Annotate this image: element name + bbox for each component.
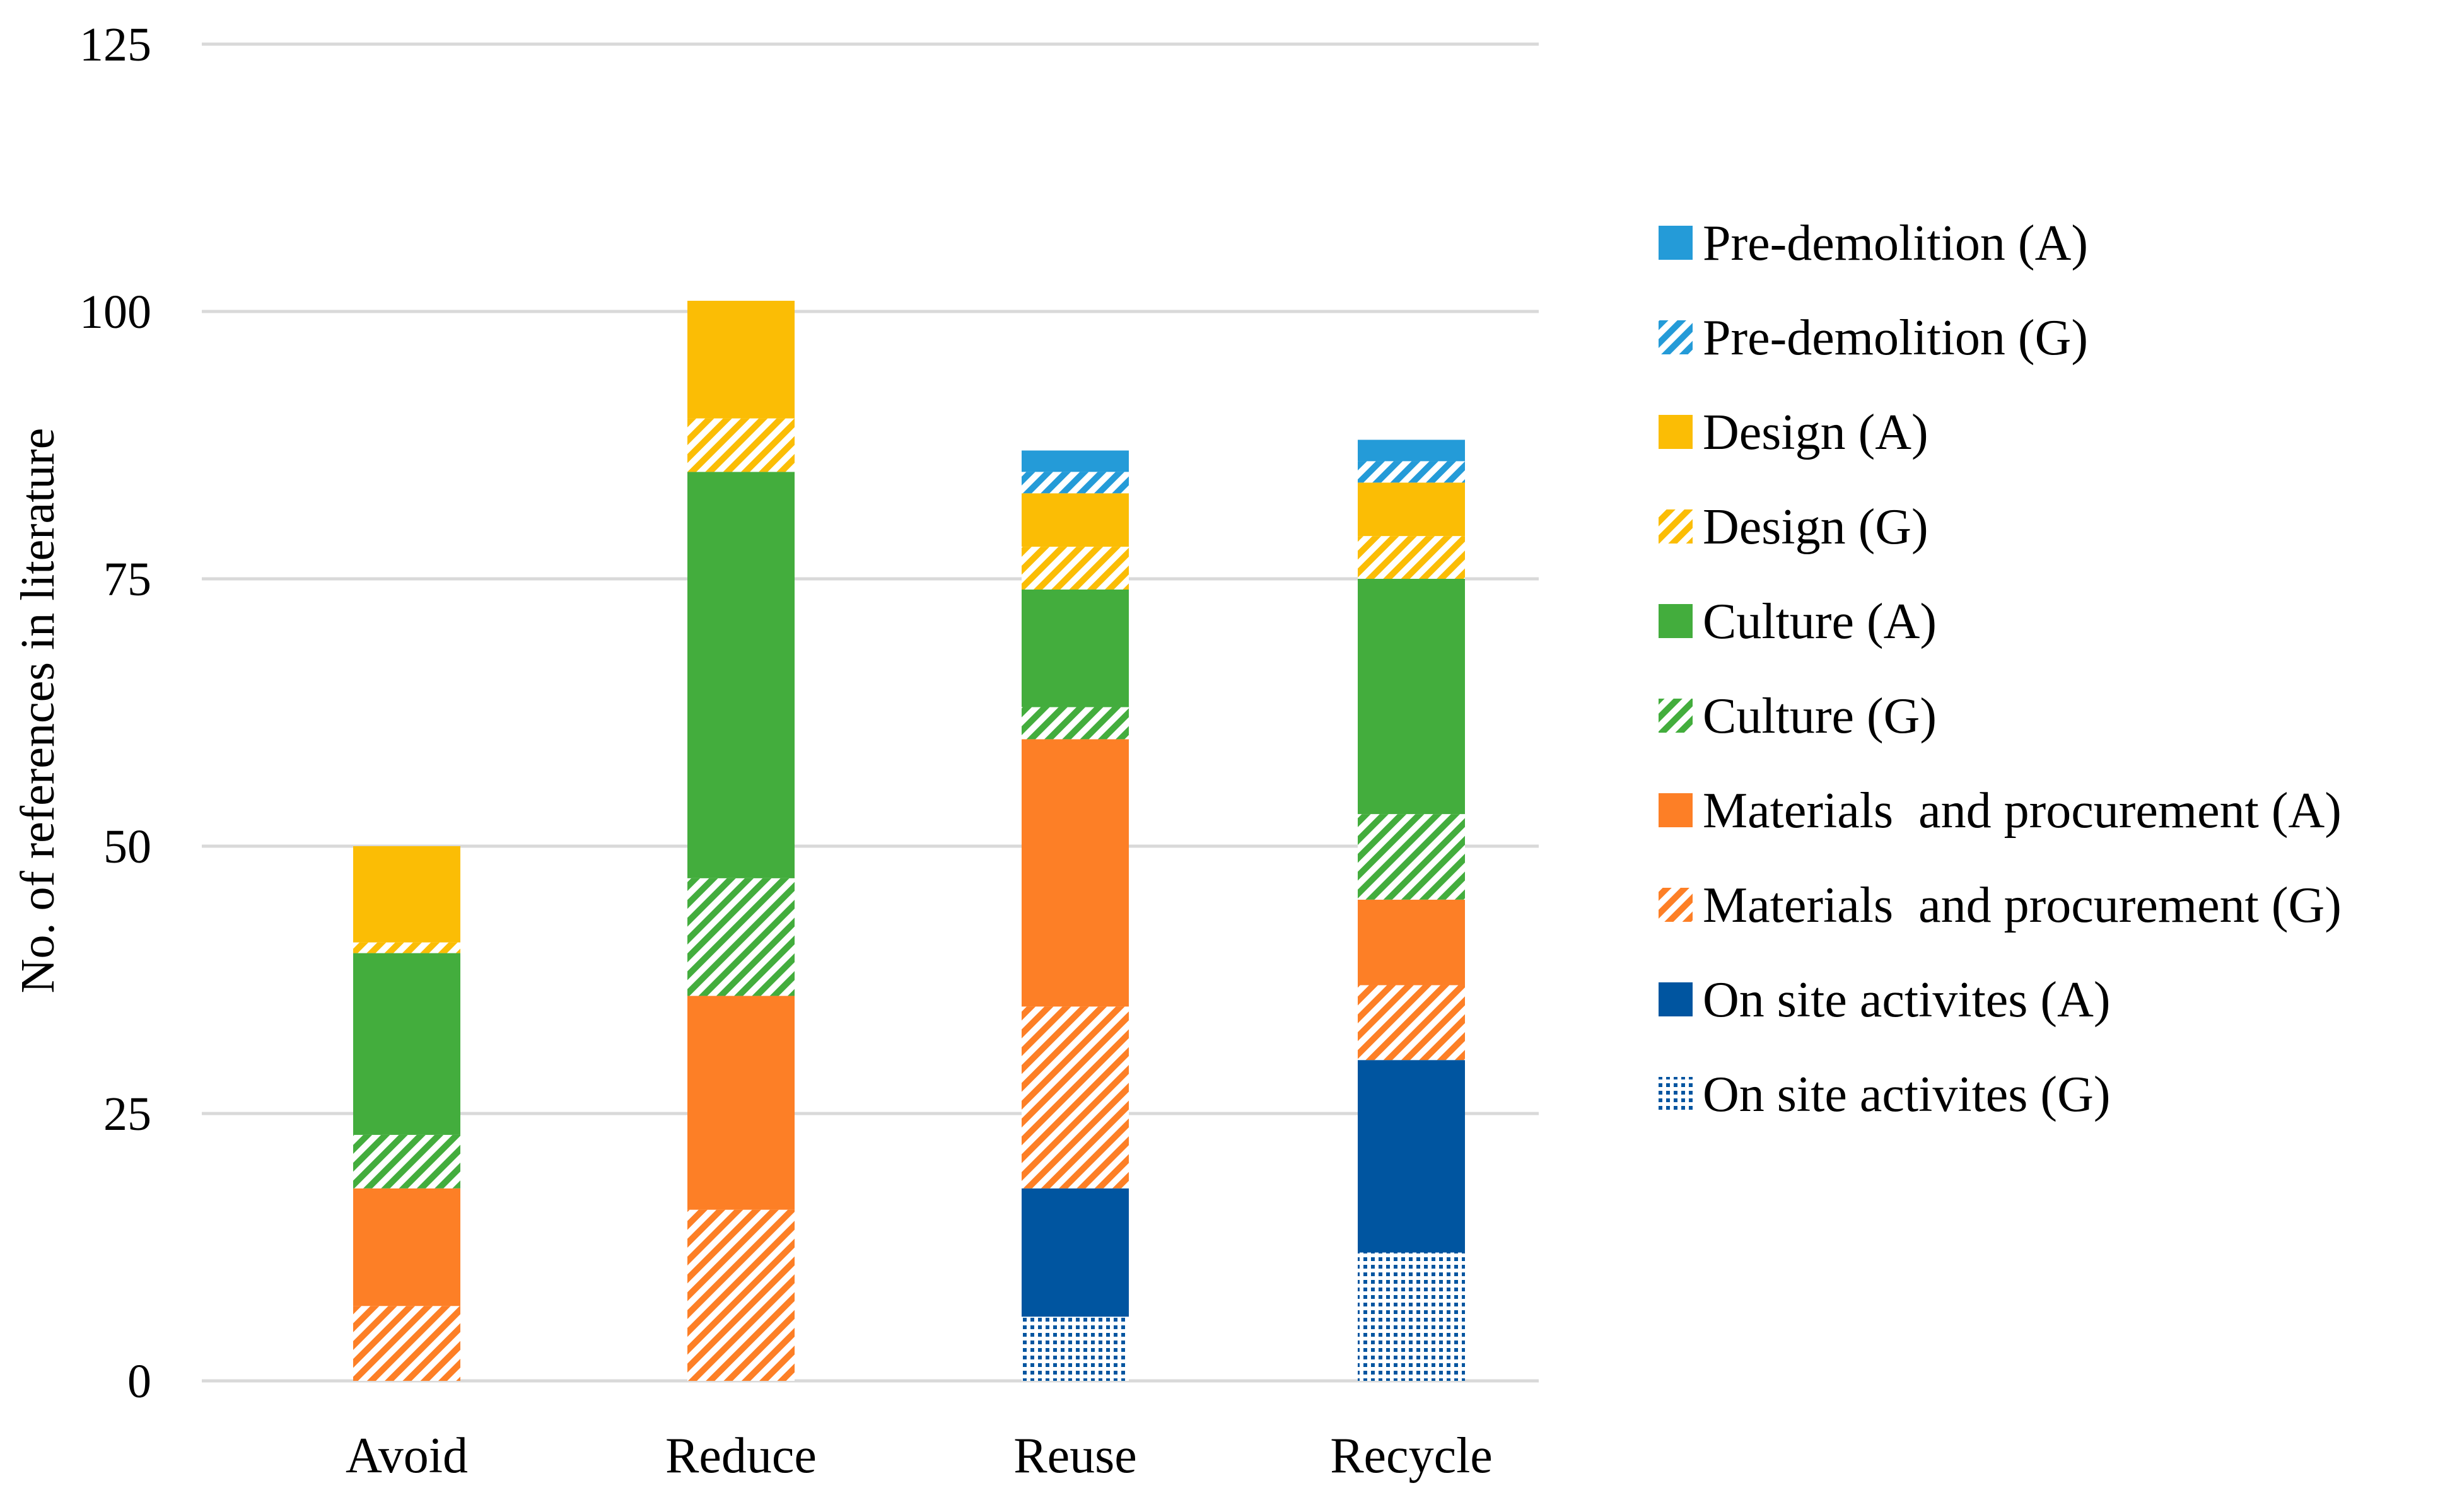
y-tick-label-75: 75	[103, 553, 151, 606]
legend-label: Pre-demolition (A)	[1703, 216, 2088, 271]
bar-recycle-culture-g	[1358, 814, 1465, 900]
bar-reuse-on-site-activites-a	[1022, 1188, 1129, 1317]
bar-reduce-culture-g	[687, 878, 795, 996]
legend-label: Materials and procurement (A)	[1703, 783, 2342, 839]
y-tick-label-25: 25	[103, 1088, 151, 1141]
legend-label: Culture (A)	[1703, 594, 1937, 649]
legend-item-culture-g: Culture (G)	[1659, 689, 1937, 744]
legend-label: Materials and procurement (G)	[1703, 878, 2342, 933]
legend-swatch	[1659, 509, 1693, 544]
bar-stack-recycle	[1358, 439, 1465, 1381]
legend-label: Design (G)	[1703, 499, 1928, 555]
bar-avoid-culture-g	[353, 1134, 460, 1189]
bar-stack-reduce	[687, 301, 795, 1381]
bar-reuse-pre-demolition-g	[1022, 472, 1129, 494]
x-category-label-recycle: Recycle	[1330, 1428, 1493, 1484]
legend-item-on-site-activites-a: On site activites (A)	[1659, 972, 2110, 1028]
bar-reduce-design-g	[687, 418, 795, 472]
bar-reuse-materials-and-procurement-g	[1022, 1006, 1129, 1189]
x-axis-categories: Avoid Reduce Reuse Recycle	[346, 1428, 1493, 1484]
bar-reuse-pre-demolition-a	[1022, 450, 1129, 472]
bar-avoid-design-g	[353, 942, 460, 953]
bar-stack-reuse	[1022, 450, 1129, 1381]
legend-swatch	[1659, 415, 1693, 449]
legend-swatch	[1659, 320, 1693, 354]
y-axis-title: No. of references in literature	[11, 428, 64, 994]
bar-avoid-materials-and-procurement-a	[353, 1188, 460, 1306]
bar-reuse-culture-a	[1022, 589, 1129, 707]
x-category-label-avoid: Avoid	[346, 1428, 468, 1484]
x-category-label-reuse: Reuse	[1013, 1428, 1137, 1484]
bar-avoid-materials-and-procurement-g	[353, 1306, 460, 1381]
bar-reuse-design-a	[1022, 493, 1129, 547]
bar-recycle-on-site-activites-g	[1358, 1252, 1465, 1381]
bar-recycle-pre-demolition-g	[1358, 461, 1465, 483]
legend-label: On site activites (A)	[1703, 972, 2110, 1028]
bar-recycle-design-g	[1358, 536, 1465, 579]
legend: Pre-demolition (A) Pre-demolition (G) Desi…	[1659, 216, 2342, 1122]
legend-label: Culture (G)	[1703, 689, 1937, 744]
legend-item-materials-and-procurement-a: Materials and procurement (A)	[1659, 783, 2342, 839]
legend-swatch	[1659, 793, 1693, 827]
legend-swatch	[1659, 982, 1693, 1016]
legend-item-culture-a: Culture (A)	[1659, 594, 1937, 649]
bar-recycle-culture-a	[1358, 579, 1465, 815]
y-tick-label-100: 100	[79, 286, 151, 339]
legend-swatch	[1659, 888, 1693, 922]
bar-stack-avoid	[353, 846, 460, 1381]
legend-label: Pre-demolition (G)	[1703, 310, 2088, 366]
legend-label: On site activites (G)	[1703, 1067, 2110, 1122]
y-tick-label-0: 0	[127, 1355, 151, 1408]
bar-recycle-materials-and-procurement-g	[1358, 985, 1465, 1061]
bar-reduce-materials-and-procurement-a	[687, 996, 795, 1210]
bar-recycle-pre-demolition-a	[1358, 439, 1465, 462]
bar-recycle-materials-and-procurement-a	[1358, 899, 1465, 986]
bars	[353, 301, 1465, 1381]
bar-reuse-design-g	[1022, 547, 1129, 590]
legend-label: Design (A)	[1703, 405, 1928, 460]
bar-reuse-culture-g	[1022, 707, 1129, 740]
bar-avoid-culture-a	[353, 953, 460, 1135]
bar-recycle-design-a	[1358, 482, 1465, 537]
bar-reduce-culture-a	[687, 472, 795, 878]
bar-reuse-materials-and-procurement-a	[1022, 739, 1129, 1007]
bar-reduce-materials-and-procurement-g	[687, 1209, 795, 1381]
legend-item-materials-and-procurement-g: Materials and procurement (G)	[1659, 878, 2342, 933]
y-tick-label-125: 125	[79, 18, 151, 71]
legend-swatch	[1659, 604, 1693, 638]
x-category-label-reduce: Reduce	[665, 1428, 817, 1484]
legend-item-design-a: Design (A)	[1659, 405, 1928, 460]
legend-swatch	[1659, 699, 1693, 733]
bar-avoid-design-a	[353, 846, 460, 943]
legend-swatch	[1659, 226, 1693, 260]
legend-swatch	[1659, 1077, 1693, 1111]
bar-reuse-on-site-activites-g	[1022, 1317, 1129, 1381]
legend-item-pre-demolition-g: Pre-demolition (G)	[1659, 310, 2088, 366]
legend-item-on-site-activites-g: On site activites (G)	[1659, 1067, 2110, 1122]
y-axis-ticks: 0 25 50 75 100 125	[79, 18, 151, 1408]
legend-item-design-g: Design (G)	[1659, 499, 1928, 555]
bar-recycle-on-site-activites-a	[1358, 1060, 1465, 1253]
legend-item-pre-demolition-a: Pre-demolition (A)	[1659, 216, 2088, 271]
bar-reduce-design-a	[687, 301, 795, 419]
y-tick-label-50: 50	[103, 820, 151, 873]
